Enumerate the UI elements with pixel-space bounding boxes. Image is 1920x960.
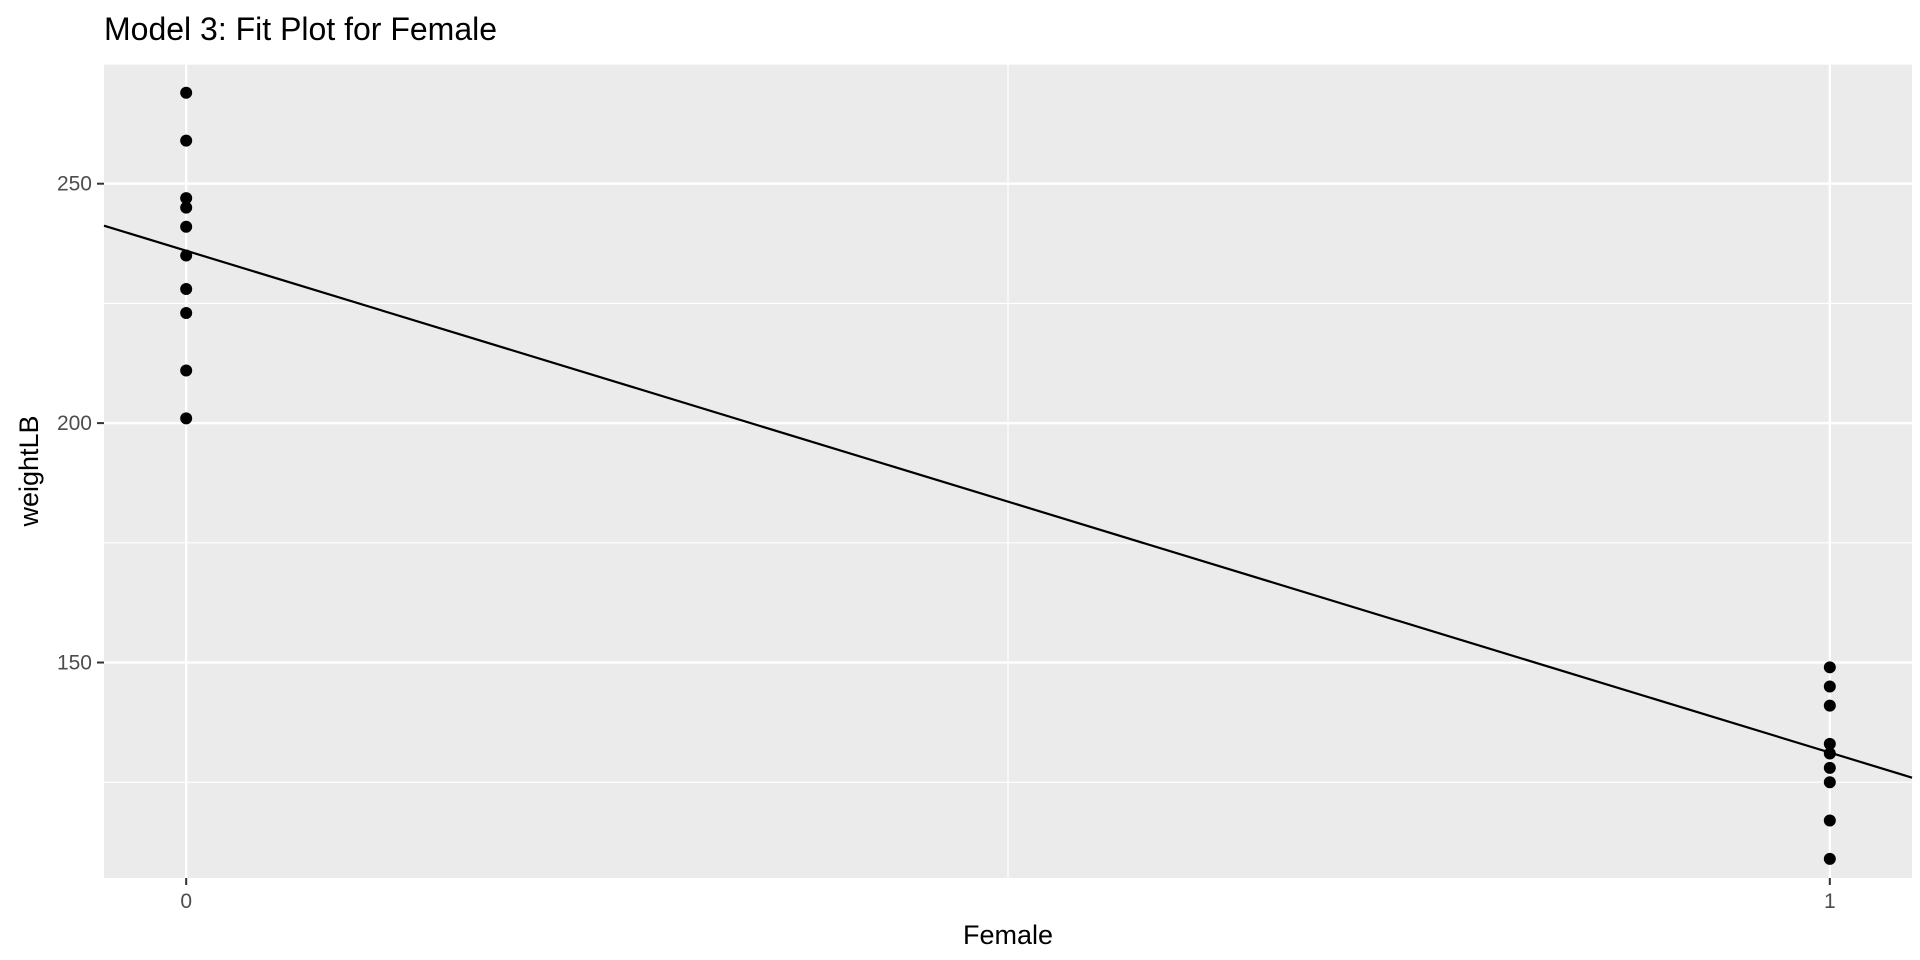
x-tick-label-1: 1 [1824, 890, 1836, 913]
minor-gridlines [104, 63, 1912, 878]
y-tick-label-1: 200 [57, 412, 92, 435]
y-tick-label-0: 150 [57, 652, 92, 675]
data-point-12 [1823, 699, 1836, 712]
data-point-4 [180, 220, 193, 233]
data-point-6 [180, 283, 193, 296]
data-point-3 [180, 201, 193, 214]
data-point-17 [1823, 814, 1836, 827]
data-point-1 [180, 134, 193, 147]
data-point-11 [1823, 680, 1836, 693]
x-axis-title: Female [963, 920, 1053, 950]
data-point-9 [180, 412, 193, 425]
y-tick-label-2: 250 [57, 173, 92, 196]
y-axis-title: weightLB [14, 415, 44, 527]
data-point-15 [1823, 761, 1836, 774]
y-axis: 150 200 250 [57, 173, 104, 675]
x-tick-label-0: 0 [180, 890, 192, 913]
data-points [180, 86, 1836, 865]
data-point-18 [1823, 852, 1836, 865]
data-point-16 [1823, 776, 1836, 789]
data-point-8 [180, 364, 193, 377]
data-point-2 [180, 192, 193, 205]
regression-fit-line [103, 224, 1913, 779]
data-point-7 [180, 306, 193, 319]
data-point-14 [1823, 747, 1836, 760]
data-point-13 [1823, 737, 1836, 750]
chart-title: Model 3: Fit Plot for Female [104, 11, 497, 47]
data-point-10 [1823, 661, 1836, 674]
data-point-0 [180, 86, 193, 99]
data-point-5 [180, 249, 193, 262]
